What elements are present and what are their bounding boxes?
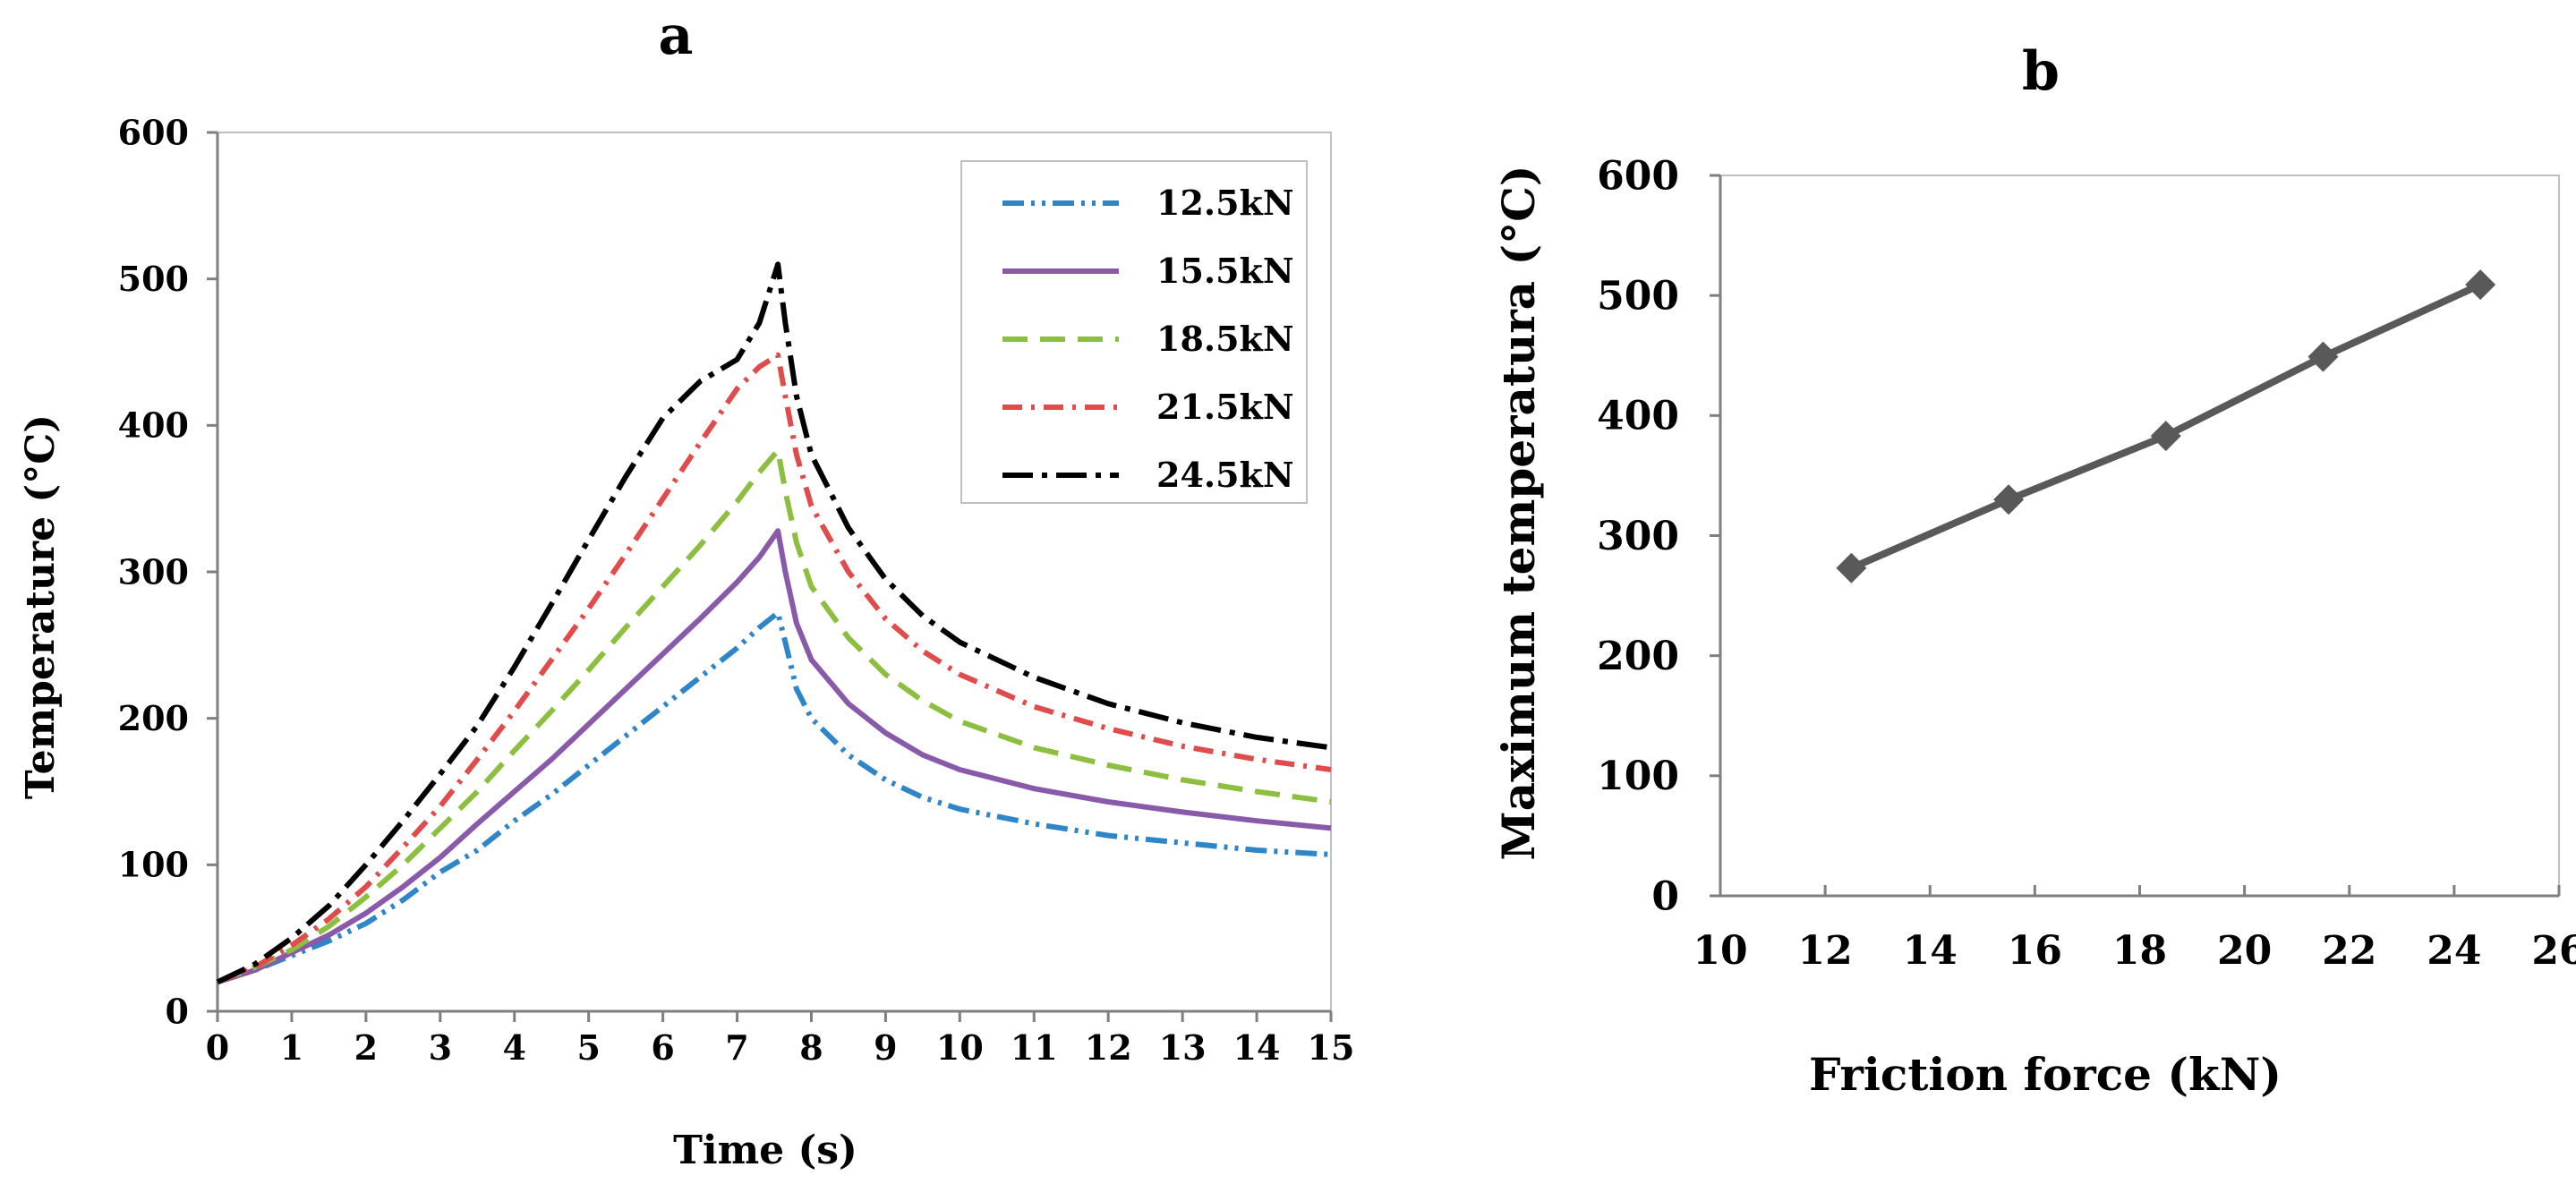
series-line-12.5kN [217,609,1332,985]
y-tick-label: 500 [1597,274,1679,319]
x-tick-label: 20 [2217,928,2272,974]
x-tick-label: 11 [1011,1027,1058,1068]
y-tick-label: 300 [1597,514,1679,559]
x-tick-label: 8 [799,1027,823,1068]
panel-label-b: b [2022,40,2060,103]
x-tick-label: 14 [1233,1027,1281,1068]
x-tick-label: 9 [874,1027,897,1068]
legend-label-12.5kN: 12.5kN [1156,183,1294,223]
y-tick-label: 200 [1597,634,1679,679]
x-tick-label: 0 [206,1027,229,1068]
series-group-a [216,261,1332,985]
x-tick-label: 2 [354,1027,378,1068]
x-tick-label: 16 [2008,928,2062,974]
legend-a: 12.5kN 15.5kN 18.5kN 21.5kN 24.5kN [1002,183,1294,495]
x-axis-title-b: Friction force (kN) [1809,1048,2282,1101]
y-tick-label: 600 [118,112,189,152]
legend-box-a [960,160,1308,504]
y-tick-label: 400 [1597,394,1679,439]
x-tick-label: 4 [503,1027,526,1068]
y-axis-title-b: Maximum temperatura (°C) [1492,165,1545,860]
series-line-24.5kN [216,261,1332,985]
x-ticks-a: 0 1 2 3 4 5 6 7 8 9 10 11 12 13 14 15 [206,1011,1355,1068]
x-tick-label: 6 [651,1027,674,1068]
x-tick-label: 22 [2322,928,2376,974]
x-tick-label: 13 [1159,1027,1207,1068]
x-tick-label: 3 [429,1027,452,1068]
y-axis-title-a: Temperature (°C) [18,414,64,799]
x-tick-label: 1 [280,1027,303,1068]
y-tick-label: 300 [118,551,189,592]
x-axis-title-a: Time (s) [673,1128,857,1173]
plot-area-b [1719,175,2560,897]
y-tick-label: 0 [166,991,189,1031]
x-tick-label: 5 [576,1027,600,1068]
data-point-marker [2307,341,2339,372]
y-tick-label: 600 [1597,153,1679,199]
data-point-marker [2465,269,2496,301]
x-tick-label: 15 [1308,1027,1355,1068]
y-ticks-a: 0 100 200 300 400 500 600 [118,112,218,1031]
y-ticks-b: 0 100 200 300 400 500 600 [1597,153,1720,919]
series-line-15.5kN [217,528,1332,985]
series-line-21.5kN [216,352,1332,985]
data-point-marker [2150,421,2181,452]
y-tick-label: 400 [118,405,189,446]
x-tick-label: 12 [1085,1027,1132,1068]
y-tick-label: 500 [118,259,189,299]
legend-label-18.5kN: 18.5kN [1156,319,1294,359]
data-point-marker [1836,552,1867,583]
x-tick-label: 24 [2427,928,2481,974]
chart-panel-b: b 10 12 14 16 18 20 22 24 26 0 100 200 300 400 500 600… [1492,40,2576,1101]
x-tick-label: 10 [1693,928,1747,974]
x-tick-label: 26 [2531,928,2576,974]
series-line-18.5kN [216,447,1332,985]
x-tick-label: 7 [725,1027,748,1068]
y-tick-label: 100 [118,845,189,885]
panel-label-a: a [659,4,694,67]
y-tick-label: 200 [118,698,189,738]
legend-label-15.5kN: 15.5kN [1156,251,1294,291]
x-tick-label: 14 [1903,928,1958,974]
y-tick-label: 0 [1651,873,1679,919]
y-tick-label: 100 [1597,754,1679,799]
legend-label-24.5kN: 24.5kN [1156,455,1294,495]
x-tick-label: 12 [1798,928,1853,974]
data-point-marker [1993,484,2025,515]
x-ticks-b: 10 12 14 16 18 20 22 24 26 [1693,885,2576,974]
x-tick-label: 18 [2112,928,2167,974]
series-group-b [1836,269,2496,583]
chart-panel-a: a 0 1 2 3 4 5 6 7 8 9 10 11 12 13 14 15 010020030040050… [18,4,1354,1173]
legend-label-21.5kN: 21.5kN [1156,387,1294,427]
x-tick-label: 10 [936,1027,984,1068]
